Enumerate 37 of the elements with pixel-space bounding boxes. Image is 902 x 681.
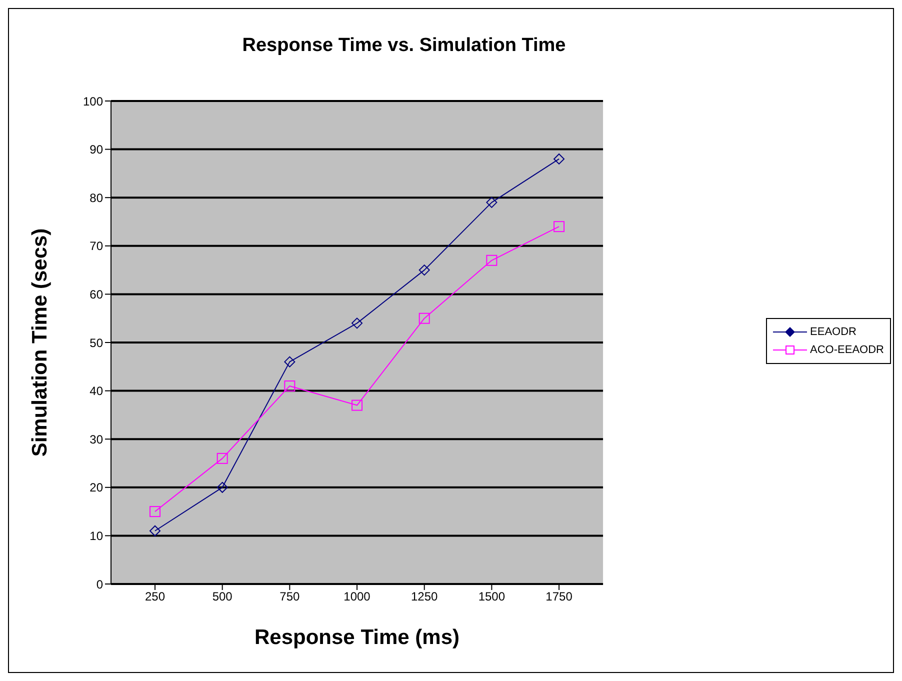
point (418, 264, 430, 276)
point (284, 380, 296, 392)
point (216, 452, 228, 464)
y-tick-label: 20 (90, 480, 104, 495)
x-tick-label: 500 (212, 590, 233, 604)
point (554, 153, 565, 164)
point (216, 482, 228, 493)
point (554, 221, 565, 232)
legend-label: EEAODR (810, 326, 856, 338)
y-tick-label: 40 (90, 384, 104, 398)
x-tick-label: 1500 (478, 590, 506, 604)
y-tick-label: 50 (90, 336, 104, 350)
y-tick-label: 0 (96, 577, 104, 592)
x-axis-title: Response Time (ms) (254, 626, 460, 649)
point (418, 312, 430, 324)
point (284, 356, 296, 368)
y-tick-label: 60 (90, 287, 104, 302)
point (352, 318, 363, 329)
point (486, 254, 498, 266)
y-tick-label: 70 (90, 239, 104, 254)
x-tick-label: 250 (144, 590, 166, 604)
legend-label: ACO-EEAODR (810, 344, 884, 356)
point (150, 525, 160, 536)
chart-title: Response Time vs. Simulation Time (241, 35, 567, 57)
x-tick-label: 1250 (411, 590, 438, 604)
x-tick-label: 1000 (344, 590, 371, 604)
y-tick-label: 100 (82, 94, 104, 108)
y-tick-label: 80 (90, 190, 104, 205)
y-tick-label: 10 (90, 528, 104, 543)
y-tick-label: 30 (90, 432, 104, 446)
y-axis-title: Simulation Time (secs) (28, 228, 52, 457)
x-tick-label: 1750 (546, 590, 573, 604)
point (352, 400, 363, 411)
y-tick-label: 90 (90, 142, 104, 157)
point (150, 506, 160, 518)
point (486, 196, 498, 208)
x-tick-label: 750 (280, 590, 300, 604)
